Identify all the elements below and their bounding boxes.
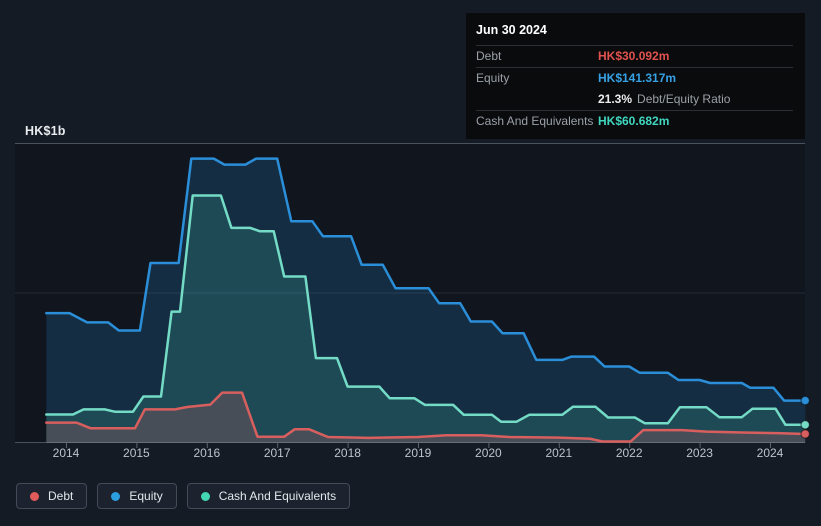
tooltip-equity-value: HK$141.317m [598,71,677,85]
series-end-marker-equity [800,395,810,406]
legend-item-debt[interactable]: Debt [16,483,88,509]
equity-series-dot-icon [111,491,121,501]
series-line-debt [45,391,807,443]
tooltip-row-equity: Equity HK$141.317m [476,67,793,89]
tooltip-date: Jun 30 2024 [476,23,547,37]
x-axis-label-2023: 2023 [686,446,713,460]
y-axis-label-top: HK$1b [25,124,66,138]
legend-item-equity[interactable]: Equity [97,483,177,509]
series-area-debt [46,392,806,443]
x-axis-label-2017: 2017 [263,446,291,460]
x-axis: 2014 2015 2016 2017 2018 2019 2020 2021 2022 2023… [0,446,821,464]
series-end-marker-debt [800,429,810,439]
debt-series-dot-icon [30,491,39,501]
chart-tooltip: Jun 30 2024 Debt HK$30.092m Equity HK$14… [466,13,805,139]
x-axis-label-2015: 2015 [123,446,150,460]
series-area-cash-and-equivalents [46,195,806,443]
tooltip-row-cash: Cash And Equivalents HK$60.682m [476,110,793,132]
tooltip-debt-label: Debt [476,49,502,63]
legend-item-cash[interactable]: Cash And Equivalents [186,483,351,509]
tooltip-ratio-value: 21.3% [598,92,633,106]
tooltip-cash-label: Cash And Equivalents [476,114,594,128]
tooltip-debt-value: HK$30.092m [598,49,670,63]
x-axis-label-2022: 2022 [615,446,643,460]
series-line-equity [45,157,807,402]
debt-equity-history-chart[interactable] [15,143,810,449]
tooltip-row-debt: Debt HK$30.092m [476,45,793,67]
tooltip-equity-label: Equity [476,71,510,85]
tooltip-cash-value: HK$60.682m [598,114,670,128]
tooltip-row-ratio: 21.3% Debt/Equity Ratio [476,89,793,110]
tooltip-ratio-label: Debt/Equity Ratio [637,92,731,106]
x-axis-label-2024: 2024 [756,446,784,460]
x-axis-label-2018: 2018 [334,446,361,460]
series-end-marker-cash-and-equivalents [800,419,810,430]
x-axis-label-2016: 2016 [193,446,221,460]
legend-label-equity: Equity [129,489,163,503]
cash-series-dot-icon [200,491,210,501]
series-area-equity [46,158,806,443]
x-axis-label-2019: 2019 [404,446,432,460]
legend-label-cash: Cash And Equivalents [218,489,337,503]
x-axis-label-2014: 2014 [52,446,80,460]
series-line-cash-and-equivalents [45,194,807,427]
legend-label-debt: Debt [48,489,74,503]
chart-legend: Debt Equity Cash And Equivalents [16,483,351,509]
x-axis-label-2021: 2021 [545,446,573,460]
x-axis-label-2020: 2020 [475,446,502,460]
